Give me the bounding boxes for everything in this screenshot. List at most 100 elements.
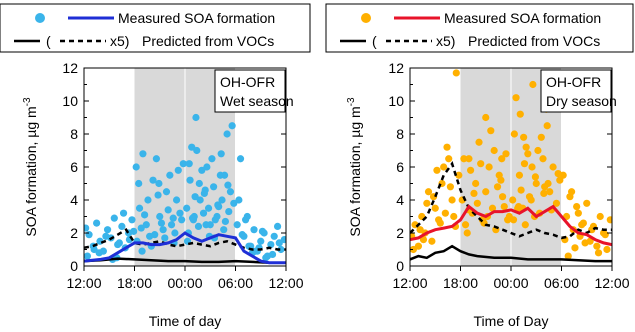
scatter-point — [601, 231, 609, 239]
scatter-point — [455, 171, 463, 179]
chart-panel-dry-season: Measured SOA formation ( x5) Predicted f… — [325, 3, 634, 329]
scatter-point — [493, 183, 502, 191]
scatter-point — [224, 181, 232, 189]
inset-season: Dry season — [546, 93, 617, 109]
scatter-point — [428, 237, 436, 245]
x-tick-label: 12:00 — [268, 275, 303, 291]
scatter-point — [268, 250, 277, 259]
scatter-point — [103, 226, 112, 234]
scatter-point — [509, 216, 518, 224]
y-tick-label: 12 — [62, 60, 78, 76]
scatter-point — [452, 69, 460, 77]
x-tick-label: 12:00 — [392, 275, 427, 291]
scatter-point — [516, 110, 524, 118]
legend-predicted-label: Predicted from VOCs — [142, 33, 274, 49]
legend-predicted-label: Predicted from VOCs — [468, 33, 600, 49]
scatter-point — [138, 247, 146, 255]
scatter-point — [559, 171, 567, 179]
scatter-point — [517, 186, 525, 194]
x-tick-label: 12:00 — [594, 275, 629, 291]
scatter-point — [510, 130, 518, 138]
scatter-point — [543, 122, 551, 130]
scatter-point — [144, 196, 152, 204]
scatter-point — [515, 171, 524, 179]
scatter-point — [84, 252, 91, 260]
scatter-point — [238, 231, 246, 239]
scatter-point — [436, 219, 444, 227]
scatter-point — [473, 199, 481, 207]
scatter-point — [524, 150, 532, 158]
scatter-point — [450, 212, 458, 221]
scatter-point — [151, 231, 159, 239]
inset-box — [540, 69, 612, 113]
scatter-point — [194, 222, 203, 230]
scatter-point — [217, 150, 225, 158]
legend-x5-label: x5) — [110, 33, 129, 49]
scatter-point — [225, 207, 233, 216]
scatter-point — [443, 143, 451, 151]
scatter-point — [498, 193, 507, 201]
scatter-point — [195, 179, 203, 188]
scatter-point — [211, 216, 219, 224]
scatter-point — [564, 252, 572, 260]
scatter-point — [267, 240, 275, 249]
scatter-point — [581, 239, 589, 247]
scatter-point — [214, 201, 222, 209]
scatter-point — [520, 160, 529, 168]
inset-label: OH-OFR — [220, 74, 275, 90]
scatter-point — [534, 146, 542, 155]
scatter-point — [110, 214, 118, 222]
y-axis-label: SOA formation, µg m-3 — [346, 97, 363, 237]
scatter-point — [509, 196, 517, 204]
scatter-point — [431, 204, 439, 212]
predicted-line — [84, 257, 286, 264]
measured-line — [84, 231, 286, 265]
scatter-point — [252, 247, 260, 255]
scatter-point — [423, 199, 431, 207]
scatter-point — [221, 217, 229, 226]
scatter-point — [159, 226, 167, 234]
scatter-point — [410, 245, 417, 254]
scatter-point — [242, 216, 250, 224]
scatter-point — [594, 249, 603, 257]
scatter-point — [446, 183, 454, 191]
y-tick-label: 6 — [70, 159, 78, 175]
scatter-point — [233, 221, 241, 229]
scatter-point — [250, 226, 258, 234]
scatter-point — [183, 204, 191, 212]
scatter-point — [532, 179, 540, 188]
scatter-point — [520, 133, 528, 141]
scatter-point — [202, 221, 210, 229]
legend-paren: ( — [372, 33, 377, 49]
y-tick-label: 2 — [396, 225, 404, 241]
scatter-point — [539, 155, 547, 163]
scatter-point — [472, 179, 480, 188]
x-tick-label: 00:00 — [167, 275, 202, 291]
scatter-point — [164, 206, 172, 214]
y-tick-label: 10 — [62, 93, 78, 109]
scatter-point — [461, 221, 470, 229]
scatter-point — [593, 242, 601, 250]
scatter-point — [546, 188, 554, 196]
scatter-point — [156, 212, 164, 221]
scatter-point — [135, 179, 143, 188]
predicted-x5-line — [410, 160, 612, 240]
scatter-point — [154, 191, 162, 199]
x-tick-label: 18:00 — [117, 275, 152, 291]
scatter-point — [115, 239, 123, 247]
y-tick-label: 8 — [396, 126, 404, 142]
scatter-point — [477, 160, 485, 168]
scatter-point — [141, 211, 149, 219]
scatter-point — [596, 212, 604, 221]
scatter-point — [220, 226, 228, 234]
scatter-point — [93, 219, 101, 227]
scatter-point — [487, 127, 495, 135]
scatter-point — [155, 179, 163, 188]
scatter-point — [135, 204, 144, 212]
scatter-point — [208, 155, 216, 163]
scatter-point — [540, 189, 548, 197]
scatter-point — [188, 143, 196, 151]
legend-scatter-marker — [35, 13, 45, 23]
scatter-point — [132, 163, 140, 171]
legend-paren: ( — [46, 33, 51, 49]
